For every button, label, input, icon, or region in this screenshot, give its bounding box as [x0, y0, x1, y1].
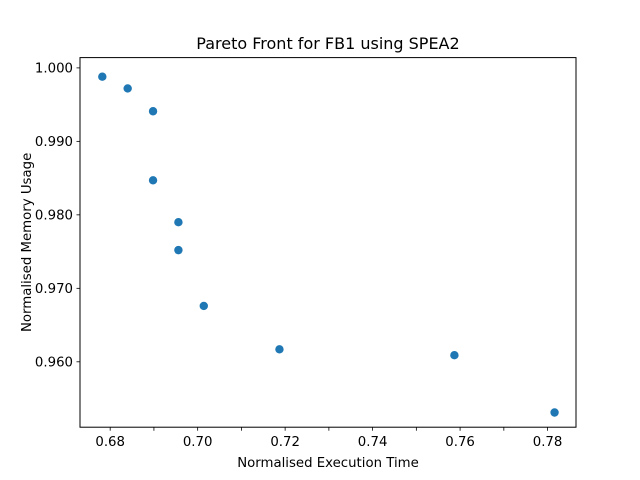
y-tick-label: 0.990	[35, 135, 73, 150]
plot-area: 0.68 0.70 0.72 0.74 0.76 0.78 0.960 0.970 0.980…	[35, 57, 577, 450]
x-tick-label: 0.78	[533, 435, 563, 450]
scatter-point	[550, 408, 559, 417]
scatter-point	[174, 245, 183, 255]
scatter-point	[148, 107, 158, 116]
scatter-point	[123, 84, 132, 93]
y-tick-label: 0.970	[35, 282, 73, 297]
scatter-point	[275, 345, 284, 354]
scatter-point	[199, 301, 208, 311]
chart-title: Pareto Front for FB1 using SPEA2	[196, 34, 459, 53]
scatter-point	[174, 217, 183, 227]
x-tick-label: 0.72	[270, 435, 300, 450]
scatter-point	[148, 176, 158, 185]
y-tick-label: 0.960	[35, 355, 73, 370]
plot-frame	[79, 57, 577, 428]
scatter-point	[98, 72, 107, 81]
y-axis: 0.960 0.970 0.980 0.990 1.000	[35, 61, 80, 370]
x-axis-label: Normalised Execution Time	[237, 456, 419, 471]
x-axis: 0.68 0.70 0.72 0.74 0.76 0.78	[95, 427, 562, 450]
y-axis-label: Normalised Memory Usage	[20, 153, 35, 332]
data-points	[98, 72, 559, 417]
y-tick-label: 1.000	[35, 61, 73, 76]
x-tick-label: 0.76	[445, 435, 475, 450]
y-tick-label: 0.980	[35, 208, 73, 223]
x-tick-label: 0.68	[95, 435, 125, 450]
scatter-point	[450, 350, 459, 360]
x-tick-label: 0.70	[183, 435, 213, 450]
x-tick-label: 0.74	[358, 435, 388, 450]
